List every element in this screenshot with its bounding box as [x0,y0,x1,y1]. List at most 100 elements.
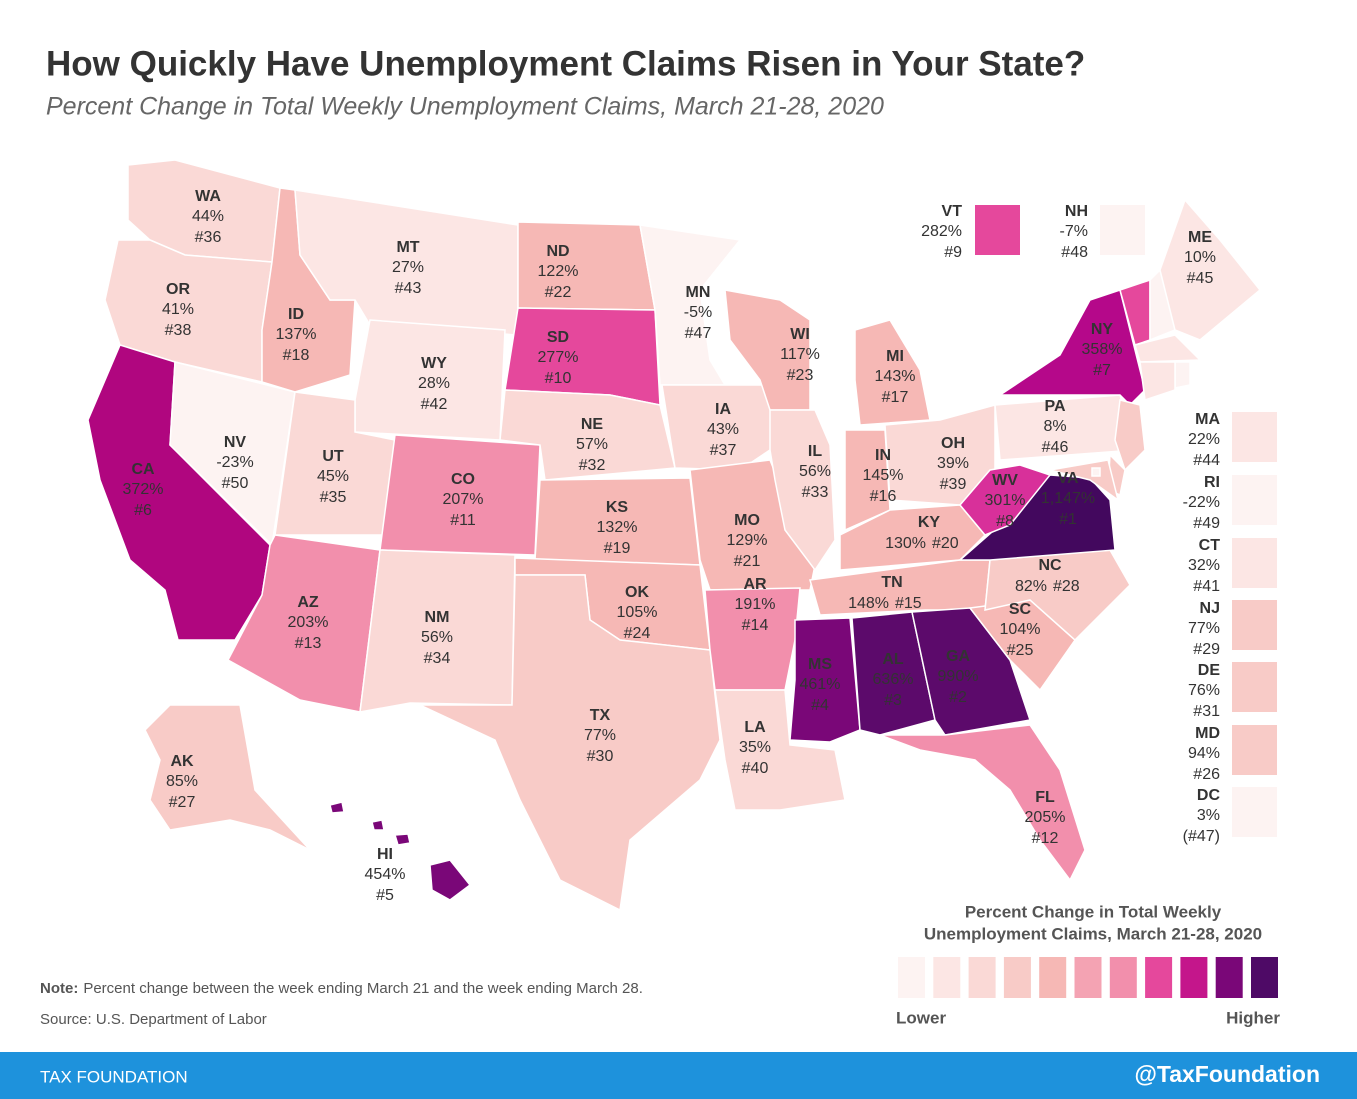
state-rank: #14 [742,617,769,634]
footer-handle: @TaxFoundation [1134,1061,1320,1087]
state-abbr: MO [734,512,760,529]
state-rank: #40 [742,760,769,777]
state-abbr: MS [808,656,832,673]
state-rank: #47 [685,325,712,342]
state-change: 461% [800,676,841,693]
state-shape [144,704,311,851]
state-shape [661,384,786,471]
state-shape [419,574,721,912]
state-rank: #18 [283,347,310,364]
state-rank: #30 [587,748,614,765]
legend-swatch [1145,957,1173,998]
state-abbr: CA [131,461,155,478]
state-change: -22% [1183,494,1220,511]
state-key-box [1100,205,1145,255]
state-abbr: OK [625,584,649,601]
state-abbr: VT [942,203,963,220]
legend-swatch [1039,957,1067,998]
state-abbr: WY [421,355,447,372]
state-rank: #43 [395,280,422,297]
state-abbr: IL [808,443,822,460]
map [87,159,1277,912]
state-shape [354,319,506,441]
legend-high: Higher [1226,1008,1280,1027]
state-rank: #1 [1059,511,1077,528]
title: How Quickly Have Unemployment Claims Ris… [46,44,1085,83]
state-abbr: WA [195,188,221,205]
legend [898,957,1278,998]
state-change: 43% [707,421,739,438]
state-abbr: LA [744,719,766,736]
state-abbr: PA [1044,398,1065,415]
state-change: -5% [684,304,712,321]
state-rank: #35 [320,489,347,506]
legend-swatch [1109,957,1137,998]
state-abbr: WV [992,472,1018,489]
state-shape [959,464,1052,536]
state-change: 10% [1184,249,1216,266]
state-abbr: ND [546,243,569,260]
state-abbr: UT [322,448,344,465]
state-shape [499,389,676,481]
subtitle: Percent Change in Total Weekly Unemploym… [46,93,884,121]
state-rank: #33 [802,484,829,501]
state-change: 148% [848,595,889,612]
state-key-box [1232,725,1277,775]
note: Note: Percent change between the week end… [40,980,643,997]
state-rank: #41 [1193,578,1220,595]
state-change: 56% [421,629,453,646]
state-change: 27% [392,259,424,276]
state-rank: #20 [932,535,959,552]
state-abbr: NY [1091,321,1114,338]
state-shape [329,801,345,814]
state-rank: #10 [545,370,572,387]
state-change: 85% [166,773,198,790]
state-rank: #3 [884,692,902,709]
state-abbr: ID [288,306,304,323]
state-shape [997,289,1146,407]
state-abbr: NV [224,434,247,451]
state-rank: #8 [996,513,1014,530]
state-change: 454% [365,866,406,883]
state-shape [394,833,411,846]
legend-swatch [1180,957,1208,998]
state-change: -23% [216,454,253,471]
state-shape [1091,467,1101,477]
state-rank: #38 [165,322,192,339]
legend-swatch [1215,957,1243,998]
state-rank: #48 [1061,244,1088,261]
state-change: 57% [576,436,608,453]
state-change: 117% [780,346,820,363]
state-change: 372% [123,481,164,498]
state-abbr: SC [1009,601,1032,618]
state-change: 8% [1043,418,1066,435]
state-change: 35% [739,739,771,756]
note-text: Percent change between the week ending M… [83,980,643,997]
state-rank: #49 [1193,515,1220,532]
state-rank: #36 [195,229,222,246]
state-abbr: WI [790,326,810,343]
state-change: 3% [1197,807,1220,824]
state-key-box [1232,787,1277,837]
state-change: 56% [799,463,831,480]
state-abbr: NJ [1200,600,1220,617]
state-rank: #7 [1093,362,1111,379]
state-abbr: RI [1204,474,1220,491]
footer-bar [0,1052,1357,1099]
state-abbr: CO [451,471,475,488]
state-key-box [1232,600,1277,650]
state-abbr: SD [547,329,569,346]
state-abbr: GA [946,648,970,665]
legend-swatch [1251,957,1278,998]
state-abbr: IA [715,401,731,418]
state-change: 77% [1188,620,1220,637]
state-key-box [1232,412,1277,462]
state-change: 41% [162,301,194,318]
state-abbr: FL [1035,789,1055,806]
state-change: 39% [937,455,969,472]
state-rank: #6 [134,502,152,519]
state-rank: #12 [1032,830,1059,847]
state-abbr: AK [170,753,194,770]
state-rank: #29 [1193,641,1220,658]
